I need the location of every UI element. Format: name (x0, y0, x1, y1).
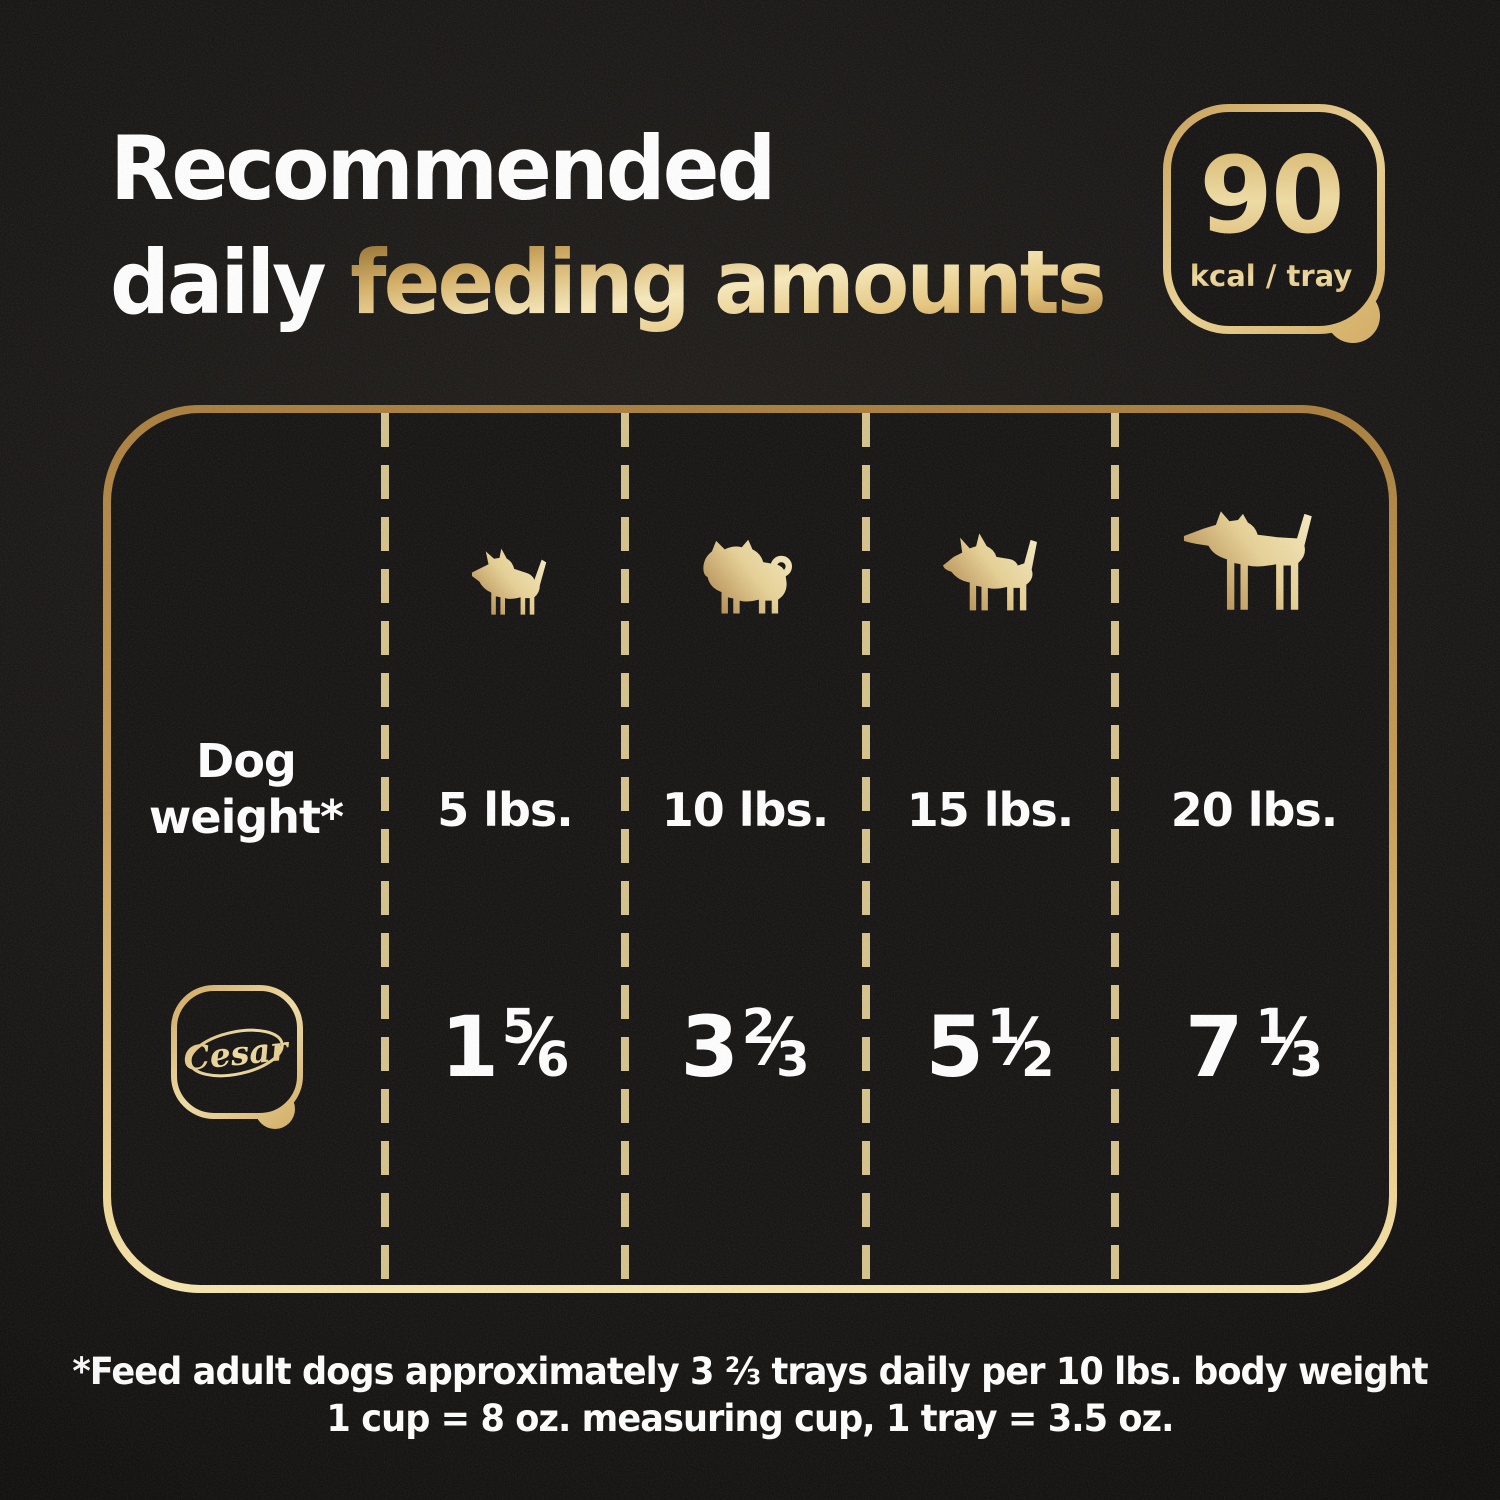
chihuahua-icon (472, 548, 547, 615)
weight-value-15lbs: 15 lbs. (906, 783, 1075, 837)
footnote-line2: 1 cup = 8 oz. measuring cup, 1 tray = 3.… (326, 1397, 1174, 1440)
weight-value-20lbs: 20 lbs. (1170, 783, 1339, 837)
feeding-table: Dog weight* 5 lbs. 10 lbs. 15 lbs. 20 lb… (103, 405, 1397, 1293)
tray-amount-5lbs: 1 5⁄6 (440, 998, 570, 1096)
title-gold-phrase: feeding amounts (350, 231, 1107, 334)
calorie-badge: 90 kcal / tray (1160, 101, 1388, 351)
column-divider (862, 413, 870, 1285)
column-divider (1111, 413, 1119, 1285)
westie-icon (943, 533, 1037, 611)
weight-value-5lbs: 5 lbs. (437, 783, 574, 837)
page-title-line2: daily feeding amounts (110, 226, 1107, 340)
cesar-tray-icon: Cesar (171, 985, 303, 1129)
calorie-value: 90 (1160, 143, 1382, 249)
tray-amount-15lbs: 5 1⁄2 (925, 998, 1055, 1096)
footnote: *Feed adult dogs approximately 3 ⅔ trays… (38, 1348, 1463, 1442)
footnote-line1: *Feed adult dogs approximately 3 ⅔ trays… (72, 1350, 1428, 1393)
weight-value-10lbs: 10 lbs. (661, 783, 830, 837)
calorie-unit: kcal / tray (1160, 259, 1382, 293)
column-divider (621, 413, 629, 1285)
pug-icon (703, 539, 792, 614)
fox-terrier-icon (1183, 511, 1312, 610)
dog-weight-label: Dog weight* (148, 734, 344, 844)
tray-amount-20lbs: 7 1⁄3 (1185, 998, 1323, 1096)
title-word-daily: daily (110, 231, 327, 334)
column-divider (381, 413, 389, 1285)
tray-amount-10lbs: 3 2⁄3 (680, 998, 810, 1096)
page-title-line1: Recommended (110, 117, 776, 220)
page-title: Recommended daily feeding amounts (110, 112, 1107, 340)
